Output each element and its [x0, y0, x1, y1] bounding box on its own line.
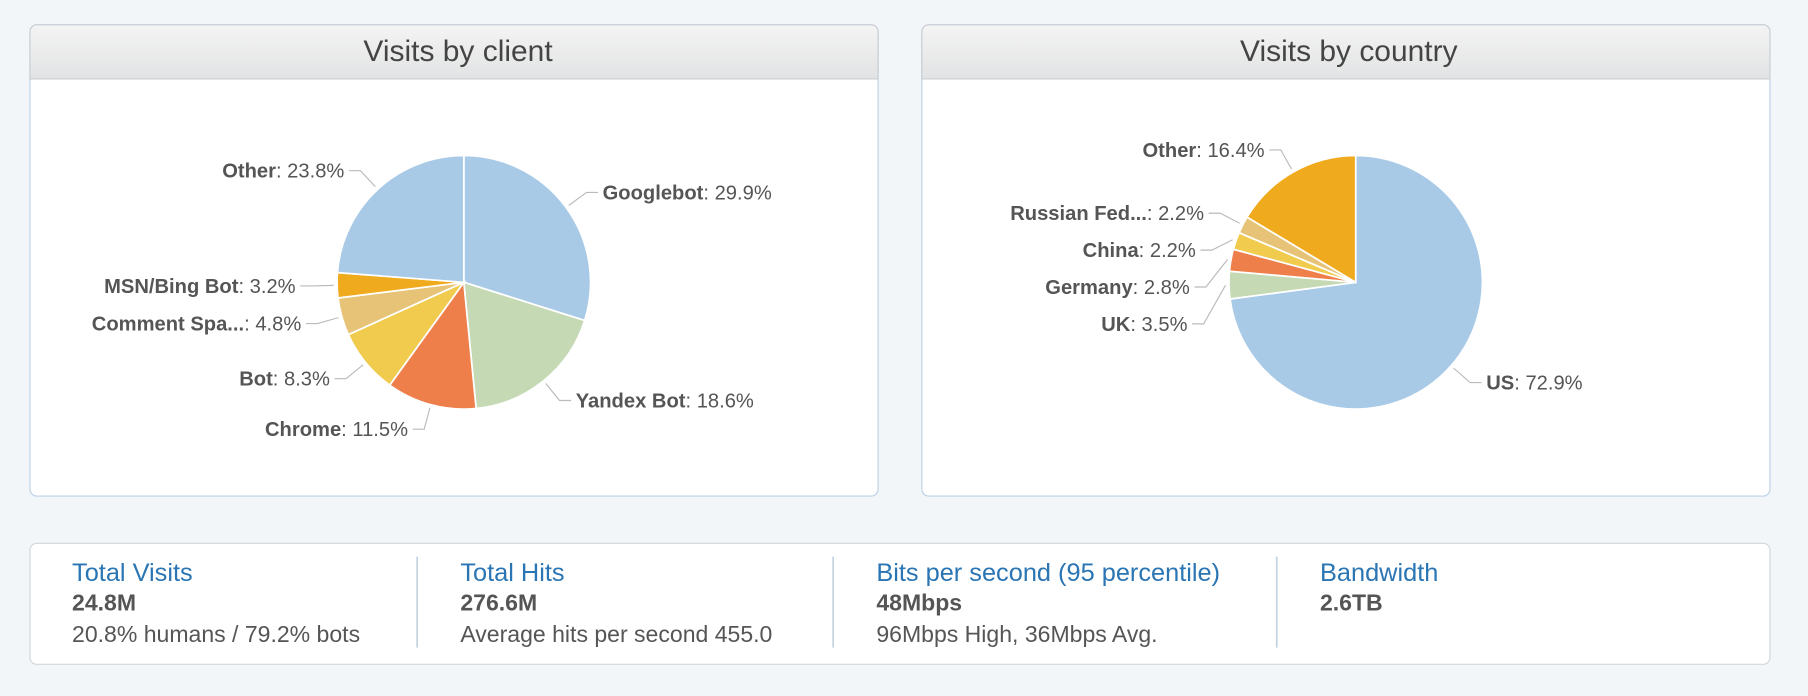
stat-value: 24.8M: [72, 590, 136, 616]
pies: Googlebot: 29.9% Yandex Bot: 18.6% Chrome:…: [92, 140, 1583, 441]
slice-label: UK: 3.5%: [1101, 314, 1187, 336]
slice-label: Germany: 2.8%: [1045, 277, 1190, 299]
slice-label: China: 2.2%: [1083, 240, 1196, 262]
panel-header: [29, 24, 879, 80]
slice-value: : 3.2%: [238, 276, 295, 298]
label-connector: [305, 317, 339, 325]
slice-label: Yandex Bot: 18.6%: [576, 390, 754, 412]
slice-category: Comment Spa...: [92, 313, 244, 335]
slice-category: Other: [222, 161, 276, 183]
pie-slice: [462, 154, 592, 322]
label-connector: [412, 407, 431, 430]
panel-title: Visits by client: [363, 35, 553, 68]
slice-category: US: [1486, 372, 1514, 394]
slice-label: Chrome: 11.5%: [265, 419, 408, 441]
slice-label: Russian Fed...: 2.2%: [1010, 203, 1204, 225]
stats: Total Visits 24.8M 20.8% humans / 79.2% bo…: [72, 556, 1438, 648]
slice-category: Other: [1143, 140, 1197, 162]
slice-value: : 2.2%: [1139, 240, 1196, 262]
slice-label: Bot: 8.3%: [239, 369, 330, 391]
pie-slice: [336, 154, 465, 284]
slice-label: MSN/Bing Bot: 3.2%: [104, 276, 296, 298]
slice-value: : 3.5%: [1130, 314, 1187, 336]
stat-title: Bandwidth: [1320, 559, 1438, 587]
slice-category: MSN/Bing Bot: [104, 276, 239, 298]
slice-label: Googlebot: 29.9%: [603, 182, 772, 204]
slice-value: : 72.9%: [1514, 372, 1582, 394]
panel-header: [921, 24, 1771, 80]
slice-label: Other: 16.4%: [1143, 140, 1265, 162]
slice-value: : 8.3%: [273, 369, 330, 391]
label-connector: [1269, 149, 1293, 170]
slice-category: China: [1083, 240, 1140, 262]
slice-value: : 29.9%: [703, 182, 771, 204]
slice-label: Other: 23.8%: [222, 161, 344, 183]
stat-value: 48Mbps: [876, 590, 962, 616]
slice-category: UK: [1101, 314, 1131, 336]
label-connector: [300, 284, 334, 287]
stat-value: 276.6M: [460, 590, 537, 616]
stat-title: Total Visits: [72, 559, 193, 587]
slice-value: : 18.6%: [685, 390, 753, 412]
label-connector: [334, 364, 364, 380]
label-connector: [568, 191, 599, 206]
stat-title: Bits per second (95 percentile): [876, 559, 1220, 587]
panel-title: Visits by country: [1240, 35, 1458, 68]
label-connector: [1192, 284, 1227, 325]
label-connector: [1194, 259, 1228, 288]
label-connector: [1200, 239, 1233, 251]
label-connector: [1208, 212, 1240, 224]
slice-category: Chrome: [265, 419, 341, 441]
slice-value: : 4.8%: [244, 313, 301, 335]
slice-value: : 16.4%: [1196, 140, 1264, 162]
stat-detail: 96Mbps High, 36Mbps Avg.: [876, 621, 1157, 647]
label-connector: [1453, 367, 1482, 384]
slice-category: Yandex Bot: [576, 390, 686, 412]
slice-value: : 2.8%: [1133, 277, 1190, 299]
slice-value: : 23.8%: [276, 161, 344, 183]
label-connector: [348, 170, 376, 188]
stat-value: 2.6TB: [1320, 590, 1383, 616]
slice-category: Bot: [239, 369, 273, 391]
pie-slice: [388, 279, 478, 410]
slice-category: Russian Fed...: [1010, 203, 1147, 225]
slice-label: Comment Spa...: 4.8%: [92, 313, 302, 335]
slice-label: US: 72.9%: [1486, 372, 1582, 394]
pie-slice: [462, 281, 586, 410]
pie-slice: [1245, 154, 1357, 284]
slice-category: Germany: [1045, 277, 1133, 299]
stat-title: Total Hits: [460, 559, 564, 587]
stats-panel: [29, 542, 1771, 665]
slice-category: Googlebot: [603, 182, 704, 204]
slice-value: : 11.5%: [341, 419, 408, 441]
slice-value: : 2.2%: [1147, 203, 1204, 225]
stat-detail: Average hits per second 455.0: [460, 621, 772, 647]
label-connector: [545, 383, 572, 402]
stat-detail: 20.8% humans / 79.2% bots: [72, 621, 360, 647]
